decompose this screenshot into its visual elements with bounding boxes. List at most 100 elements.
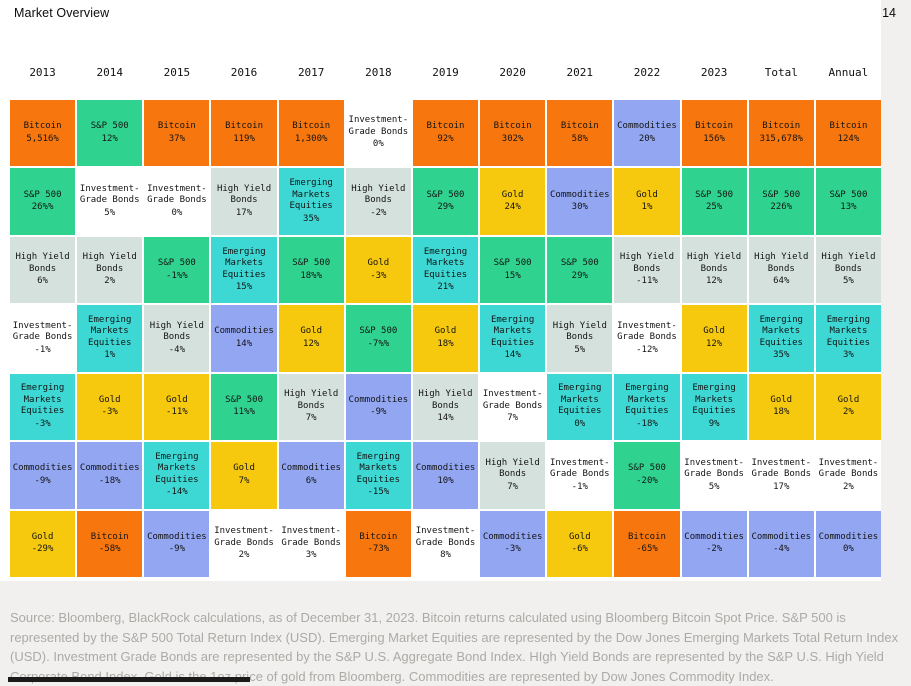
return-cell: Gold 12%	[278, 305, 344, 372]
asset-name: Bitcoin	[493, 121, 532, 132]
asset-name: S&P 500	[292, 258, 331, 269]
asset-name: High Yield Bonds	[284, 389, 339, 411]
return-value: 30%	[571, 202, 588, 213]
return-cell: Commodities 0%	[815, 510, 881, 577]
return-cell: Investment-Grade Bonds 7%	[480, 373, 546, 441]
return-value: 20%	[638, 133, 656, 144]
return-value: 25%	[705, 202, 723, 213]
return-value: -4%	[168, 344, 185, 355]
asset-name: Bitcoin	[627, 531, 666, 542]
asset-name: Gold	[166, 394, 188, 405]
return-value: -9%	[370, 407, 387, 418]
return-cell: Gold 1%	[614, 168, 680, 235]
return-value: 5%	[708, 481, 720, 492]
return-cell: Emerging Markets Equities 21%	[412, 236, 479, 304]
return-cell: Investment-Grade Bonds 3%	[278, 510, 344, 577]
asset-name: Commodities	[147, 531, 207, 542]
return-value: 12%	[705, 338, 723, 349]
return-cell: Gold 2%	[815, 373, 881, 441]
return-cell: S&P 500 -20%	[614, 442, 680, 509]
asset-name: Commodities	[281, 463, 341, 474]
return-cell: High Yield Bonds 7%	[480, 442, 546, 509]
asset-name: High Yield Bonds	[351, 183, 406, 206]
return-cell: S&P 500 15%	[480, 236, 546, 304]
asset-name: Emerging Markets Equities	[20, 383, 65, 417]
asset-name: High Yield Bonds	[619, 252, 675, 274]
return-cell: Investment-Grade Bonds -1%	[10, 305, 76, 372]
source-note: Source: Bloomberg, BlackRock calculation…	[10, 610, 899, 684]
column-header: 2019	[432, 66, 459, 79]
asset-name: S&P 500	[829, 189, 868, 200]
return-cell: Bitcoin 58%	[547, 100, 613, 167]
asset-name: Investment-Grade Bonds	[147, 183, 207, 206]
return-cell: S&P 500 226%	[748, 168, 814, 235]
return-value: 18%	[773, 407, 790, 418]
return-cell: S&P 500 26%%	[10, 168, 76, 235]
return-value: -73%	[367, 544, 390, 555]
return-cell: Investment-Grade Bonds 0%	[144, 168, 210, 235]
return-value: 14%	[235, 338, 253, 349]
return-cell: Emerging Markets Equities 15%	[211, 236, 277, 304]
return-cell: Gold -29%	[10, 510, 76, 577]
return-value: 14%	[437, 413, 454, 424]
asset-name: Emerging Markets Equities	[759, 314, 803, 348]
column-header: 2023	[700, 66, 728, 79]
return-value: 7%	[305, 413, 317, 424]
asset-name: Emerging Markets Equities	[88, 314, 132, 348]
return-cell: High Yield Bonds 14%	[412, 373, 479, 441]
asset-name: Gold	[31, 531, 54, 542]
return-cell: Emerging Markets Equities -3%	[10, 373, 76, 441]
column-header: Annual	[828, 66, 869, 79]
asset-name: Gold	[98, 394, 121, 405]
return-value: -6%	[571, 544, 588, 555]
asset-name: S&P 500	[157, 258, 196, 269]
return-cell: Bitcoin -65%	[614, 510, 680, 577]
column-header: 2020	[499, 66, 526, 79]
return-cell: Bitcoin 37%	[144, 100, 210, 167]
return-value: 92%	[437, 133, 454, 144]
asset-name: Gold	[300, 326, 323, 337]
return-value: 18%%	[300, 270, 323, 281]
return-value: 156%	[703, 133, 725, 144]
return-value: 17%	[773, 481, 790, 492]
asset-name: S&P 500	[225, 394, 263, 405]
asset-name: Commodities	[79, 463, 140, 474]
progress-indicator-bar[interactable]	[8, 677, 250, 682]
return-cell: Commodities -4%	[748, 510, 814, 577]
asset-name: Emerging Markets Equities	[289, 178, 333, 212]
return-value: 0%	[574, 418, 586, 429]
return-cell: Bitcoin 302%	[480, 100, 546, 167]
asset-name: Commodities	[415, 463, 476, 474]
return-cell: Bitcoin 119%	[211, 100, 277, 167]
return-cell: Bitcoin 124%	[815, 100, 881, 167]
return-cell: Gold 24%	[480, 168, 546, 235]
return-cell: Commodities 30%	[547, 168, 613, 235]
column-header: 2021	[566, 66, 594, 79]
column-header: 2018	[365, 66, 392, 79]
return-cell: Investment-Grade Bonds 8%	[412, 510, 479, 577]
return-value: -18%	[636, 418, 658, 429]
return-cell: Investment-Grade Bonds 0%	[345, 100, 411, 167]
asset-name: S&P 500	[560, 258, 599, 269]
return-value: -11%	[636, 276, 658, 287]
return-value: 226%	[770, 202, 793, 213]
asset-name: Bitcoin	[157, 121, 196, 132]
return-value: 7%	[507, 481, 519, 492]
return-value: -3%	[370, 270, 387, 281]
column-header: Total	[764, 66, 798, 79]
return-value: -20%	[636, 475, 658, 486]
asset-name: Gold	[568, 531, 591, 542]
return-cell: Commodities 20%	[614, 100, 680, 167]
return-cell: S&P 500 11%%	[211, 373, 277, 441]
return-value: 1%	[104, 350, 116, 361]
asset-name: Gold	[233, 463, 255, 474]
column-header: 2016	[230, 66, 258, 79]
return-value: 11%%	[233, 407, 255, 418]
asset-name: Gold	[636, 189, 658, 200]
return-cell: Investment-Grade Bonds 2%	[815, 442, 881, 509]
asset-name: Bitcoin	[23, 121, 62, 132]
asset-name: Bitcoin	[90, 531, 129, 542]
return-value: -15%	[367, 487, 390, 498]
asset-name: Commodities	[818, 531, 879, 542]
return-cell: S&P 500 13%	[815, 168, 881, 235]
